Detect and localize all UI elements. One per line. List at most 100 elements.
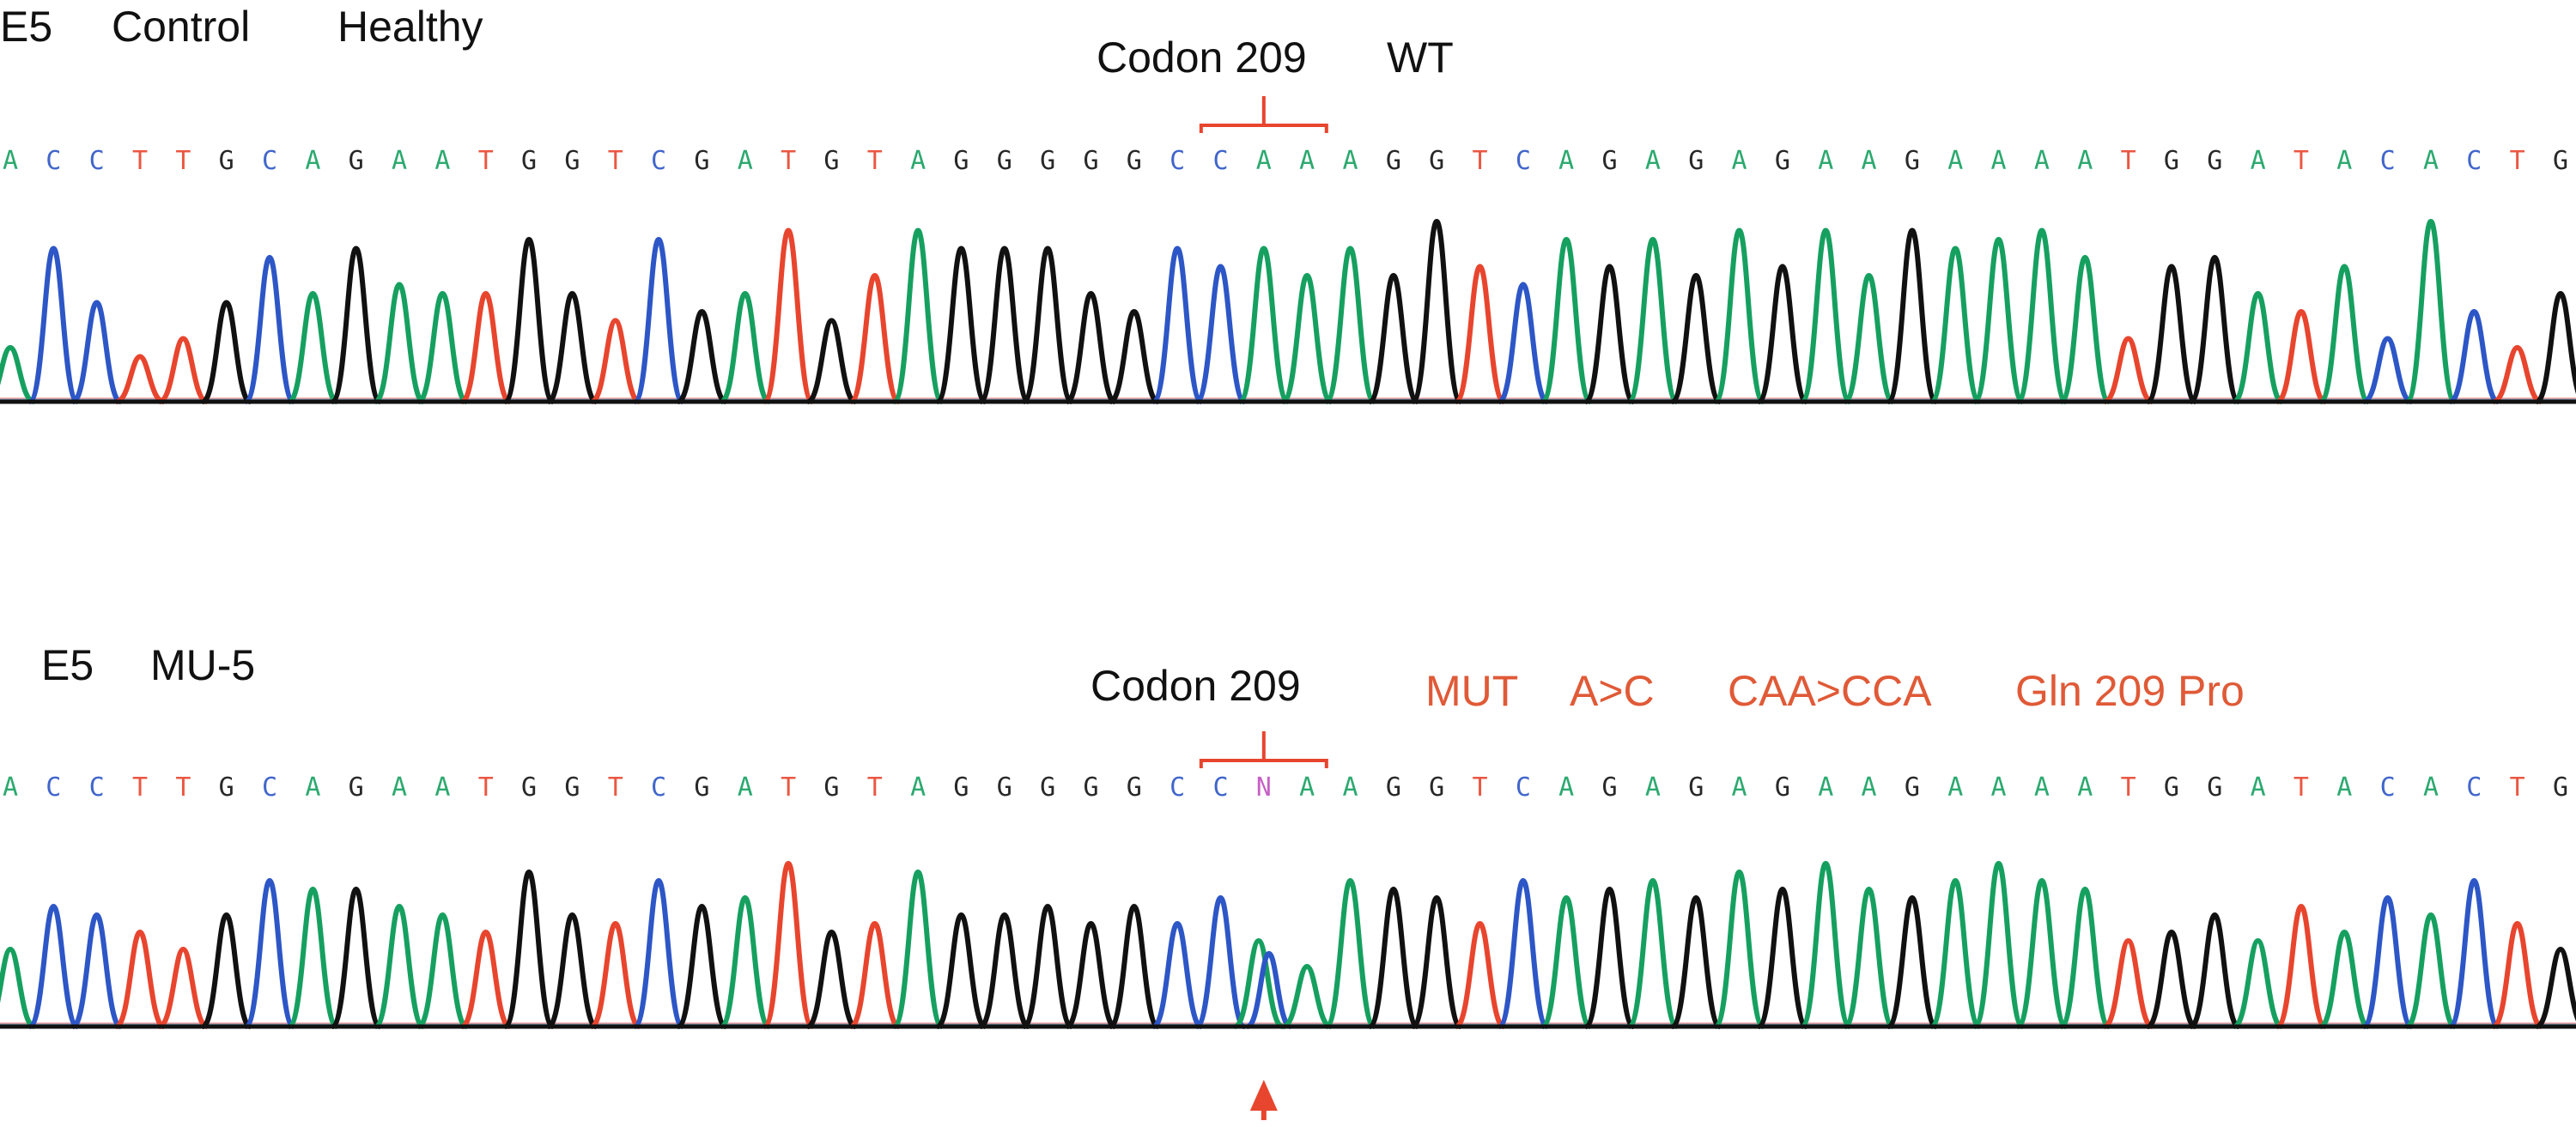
base-call-a: A [1645, 146, 1661, 176]
base-call-g: G [564, 773, 580, 803]
base-call-a: A [2336, 773, 2352, 803]
chromatogram-peak-g [1109, 309, 1159, 404]
chromatogram-peak-a [720, 895, 771, 1029]
base-call-a: A [1732, 773, 1747, 803]
chromatogram-peak-c [2362, 336, 2413, 404]
base-call-g: G [823, 146, 839, 176]
chromatogram-peak-g [1410, 219, 1463, 404]
chromatogram-peak-g [1411, 895, 1462, 1029]
base-call-t: T [781, 146, 796, 176]
chromatogram-peak-g [1367, 887, 1420, 1029]
chromatogram-peak-c [1151, 245, 1204, 404]
base-call-c: C [1212, 146, 1228, 176]
chromatogram-peak-g [201, 912, 252, 1029]
base-call-g: G [1083, 773, 1098, 803]
chromatogram-peak-a [1844, 273, 1894, 404]
chromatogram-peak-t [1455, 921, 1505, 1029]
chromatogram-peak-a [1281, 273, 1333, 404]
chromatogram-peak-a [1323, 878, 1377, 1029]
chromatogram-peak-c [243, 878, 296, 1029]
base-call-c: C [2466, 146, 2482, 176]
chromatogram-peak-g [1757, 264, 1808, 404]
chromatogram-peak-a [1626, 237, 1680, 404]
chromatogram-peak-c [2447, 878, 2500, 1029]
codon-209-bracket [1199, 96, 1328, 133]
base-call-g: G [521, 773, 537, 803]
base-call-g: G [219, 773, 234, 803]
base-call-t: T [175, 146, 191, 176]
chromatogram-peak-a [1540, 895, 1592, 1029]
chromatogram-peak-a [1971, 237, 2026, 404]
base-call-a: A [1342, 146, 1358, 176]
base-call-t: T [2510, 773, 2525, 803]
base-call-c: C [262, 146, 277, 176]
chromatogram-peak-c [2362, 895, 2414, 1029]
base-call-t: T [608, 146, 623, 176]
base-call-g: G [2164, 146, 2179, 176]
chromatogram-peak-a [1323, 245, 1377, 404]
base-call-g: G [219, 146, 234, 176]
base-call-t: T [1472, 146, 1487, 176]
chromatogram-peak-c [632, 878, 685, 1029]
chromatogram-peak-t [158, 947, 209, 1029]
base-call-t: T [478, 146, 494, 176]
chromatogram-peak-t [762, 861, 815, 1029]
base-call-g: G [1905, 146, 1920, 176]
chromatogram-peak-g [1886, 895, 1938, 1029]
panel-control-label-status: Healthy [337, 3, 483, 51]
chromatogram-peak-g [936, 912, 987, 1029]
chromatogram-peak-c [27, 245, 80, 404]
chromatogram-peak-a [1626, 878, 1680, 1029]
base-call-t: T [175, 773, 191, 803]
base-call-a: A [392, 146, 407, 176]
base-call-c: C [2466, 773, 2482, 803]
chromatogram-peak-t [460, 291, 512, 404]
base-call-g: G [349, 773, 364, 803]
base-call-a: A [392, 773, 407, 803]
panel-control-label-exon: E5 [0, 3, 53, 51]
base-call-a: A [2077, 146, 2093, 176]
base-call-g: G [694, 146, 709, 176]
chromatogram-peak-a [720, 291, 771, 404]
base-call-g: G [953, 773, 969, 803]
base-call-a: A [2034, 773, 2050, 803]
chromatogram-peak-g [1066, 921, 1116, 1029]
chromatogram-peak-a [0, 947, 36, 1029]
chromatogram-peak-g [502, 869, 556, 1029]
chromatogram-peak-c [1195, 264, 1246, 404]
chromatogram-peak-t [2275, 904, 2327, 1029]
base-call-a: A [2423, 146, 2439, 176]
base-call-a: A [305, 146, 320, 176]
chromatogram-peak-c [71, 912, 122, 1029]
chromatogram-peak-g [1109, 904, 1160, 1029]
base-call-g: G [1127, 773, 1142, 803]
base-call-t: T [781, 773, 796, 803]
chromatogram-peak-g [1584, 264, 1635, 404]
base-call-t: T [608, 773, 623, 803]
chromatogram-peak-t [1455, 264, 1505, 404]
base-call-a: A [1991, 146, 2007, 176]
chromatogram-peak-a [1237, 245, 1291, 404]
chromatogram-peak-a [0, 345, 35, 404]
chromatogram-peak-c [1246, 951, 1292, 1029]
chromatogram-peak-a [1282, 964, 1333, 1029]
chromatogram-peak-a [2318, 264, 2370, 404]
chromatogram-peak-g [1368, 273, 1419, 404]
base-call-n: N [1256, 773, 1272, 803]
panel-mutant-codon-label: Codon 209 [1091, 662, 1301, 710]
base-call-g: G [349, 146, 364, 176]
base-call-t: T [2121, 773, 2136, 803]
base-call-g: G [1905, 773, 1920, 803]
chromatogram-peak-g [806, 930, 857, 1029]
chromatogram-peak-a [2233, 938, 2283, 1029]
mutation-label-mut: MUT [1425, 667, 1519, 715]
base-call-a: A [910, 146, 926, 176]
chromatogram-peak-t [158, 336, 209, 404]
chromatogram-peak-a [2015, 227, 2069, 404]
chromatogram-peak-g [1066, 291, 1116, 404]
chromatogram-peak-g [1670, 895, 1722, 1029]
base-call-a: A [3, 773, 18, 803]
base-call-c: C [1170, 773, 1185, 803]
base-call-a: A [1645, 773, 1661, 803]
chromatogram-peak-t [590, 921, 641, 1029]
